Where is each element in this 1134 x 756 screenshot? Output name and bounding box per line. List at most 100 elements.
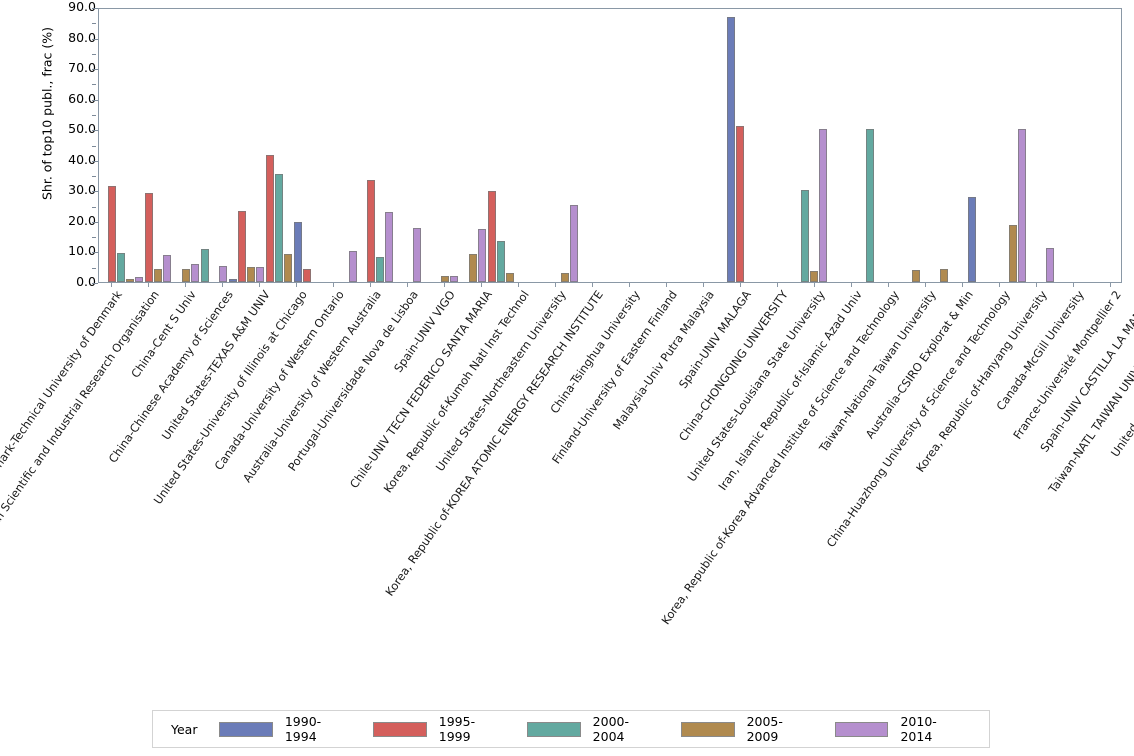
x-axis-tick-mark	[592, 283, 593, 287]
bar	[469, 253, 477, 282]
bar	[441, 275, 449, 282]
bar	[145, 193, 153, 282]
bar	[294, 222, 302, 282]
legend-label: 1995-1999	[438, 714, 476, 744]
y-axis-tick-label: 0.0	[76, 274, 96, 289]
legend-color-swatch	[681, 721, 735, 737]
bar	[376, 257, 384, 282]
y-axis-minor-tick	[92, 206, 96, 208]
legend-label: 2000-2004	[592, 714, 629, 744]
x-axis-tick-label: China-Huazhong University of Science and…	[823, 287, 1013, 550]
y-axis-tick-mark	[92, 130, 98, 132]
y-axis-tick-mark	[92, 99, 98, 101]
bar	[303, 268, 311, 282]
legend-item[interactable]: 2010-2014	[835, 714, 963, 744]
legend-color-swatch	[527, 721, 581, 737]
bar	[488, 190, 496, 282]
x-axis-tick-mark	[925, 283, 926, 287]
bar	[968, 196, 976, 282]
legend-item[interactable]: 2005-2009	[681, 714, 809, 744]
bar	[135, 277, 143, 282]
legend-label: 2005-2009	[746, 714, 783, 744]
x-axis-tick-mark	[888, 283, 889, 287]
y-axis-minor-tick	[92, 267, 96, 269]
bar-series-container	[99, 9, 1121, 282]
x-axis-tick-mark	[1036, 283, 1037, 287]
y-axis-ticks: 0.0 10.0 20.0 30.0 40.0 50.0 60.0 70.0 80.0 90.0	[0, 0, 98, 300]
bar	[478, 229, 486, 282]
y-axis-tick-mark	[92, 8, 98, 9]
bar	[117, 252, 125, 282]
y-axis-tick-label: 90.0	[68, 0, 96, 14]
x-axis-tick-mark	[740, 283, 741, 287]
bar	[247, 266, 255, 282]
x-axis-tick-mark	[703, 283, 704, 287]
y-axis-tick-label: 40.0	[68, 151, 96, 167]
bar	[266, 154, 274, 282]
y-axis-tick-label: 70.0	[68, 60, 96, 76]
bar	[570, 204, 578, 282]
bar	[219, 266, 227, 282]
bar	[385, 212, 393, 282]
x-axis-tick-mark	[259, 283, 260, 287]
legend-color-swatch	[373, 721, 427, 737]
bar	[349, 251, 357, 282]
y-axis-tick-label: 20.0	[68, 212, 96, 228]
y-axis-tick-mark	[92, 69, 98, 71]
x-axis-tick-mark	[148, 283, 149, 287]
bar	[940, 268, 948, 282]
bar	[163, 255, 171, 282]
bar	[801, 190, 809, 282]
x-axis-tick-label: Denmark-Technical University of Denmark	[0, 287, 125, 492]
bar	[1046, 247, 1054, 282]
y-axis-tick-label: 30.0	[68, 182, 96, 198]
bar	[201, 249, 209, 282]
bar	[284, 254, 292, 282]
bar	[866, 129, 874, 282]
bar	[1009, 225, 1017, 282]
x-axis-tick-mark	[1110, 283, 1111, 287]
y-axis-tick-label: 80.0	[68, 29, 96, 45]
legend-label: 1990-1994	[284, 714, 322, 744]
bar	[912, 270, 920, 282]
x-axis-tick-mark	[296, 283, 297, 287]
x-axis-tick-mark	[629, 283, 630, 287]
y-axis-tick-label: 10.0	[68, 243, 96, 259]
chart-legend: Year 1990-1994 1995-1999 2000-2004 2005-200…	[152, 710, 990, 748]
bar	[229, 279, 237, 282]
bar	[736, 125, 744, 282]
y-axis-minor-tick	[92, 84, 96, 86]
legend-title: Year	[171, 721, 198, 737]
y-axis-minor-tick	[92, 114, 96, 116]
bar	[727, 17, 735, 282]
x-axis-tick-mark	[999, 283, 1000, 287]
x-axis-tick-mark	[777, 283, 778, 287]
bar	[182, 268, 190, 282]
bar	[413, 227, 421, 282]
bar	[819, 129, 827, 282]
bar	[497, 241, 505, 282]
x-axis-tick-mark	[407, 283, 408, 287]
y-axis-minor-tick	[92, 176, 96, 178]
x-axis-tick-mark	[333, 283, 334, 287]
legend-item[interactable]: 1990-1994	[219, 714, 347, 744]
y-axis-tick-mark	[92, 38, 98, 40]
x-axis-tick-label: Iran, Islamic Republic of-Islamic Azad U…	[715, 287, 865, 493]
y-axis-tick-mark	[92, 191, 98, 193]
x-axis-tick-mark	[111, 283, 112, 287]
bar	[561, 272, 569, 282]
x-axis-tick-mark	[222, 283, 223, 287]
x-axis-tick-mark	[481, 283, 482, 287]
legend-item[interactable]: 1995-1999	[373, 714, 501, 744]
bar	[1018, 129, 1026, 282]
x-axis-tick-mark	[814, 283, 815, 287]
x-axis-tick-mark	[1073, 283, 1074, 287]
y-axis-tick-mark	[92, 160, 98, 162]
y-axis-tick-label: 50.0	[68, 121, 96, 137]
bar	[154, 268, 162, 282]
legend-item[interactable]: 2000-2004	[527, 714, 655, 744]
bar	[275, 174, 283, 282]
plot-area	[98, 8, 1122, 283]
x-axis-tick-mark	[851, 283, 852, 287]
